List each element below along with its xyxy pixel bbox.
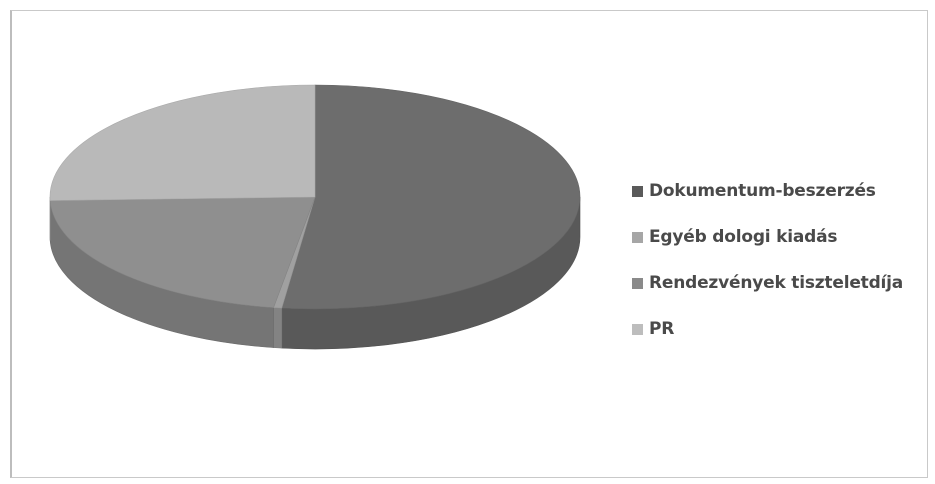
- legend-label: Rendezvények tiszteletdíja: [649, 273, 904, 293]
- legend-item: Rendezvények tiszteletdíja: [632, 271, 903, 295]
- pie-slice-3: [49, 196, 316, 308]
- legend-label: Dokumentum-beszerzés: [649, 181, 876, 201]
- legend-swatch: [632, 231, 643, 243]
- legend-item: PR: [632, 317, 903, 341]
- legend-swatch: [632, 277, 643, 289]
- legend: Dokumentum-beszerzés Egyéb dologi kiadás R…: [632, 179, 903, 363]
- legend-label: PR: [649, 319, 675, 339]
- pie-top: [49, 84, 581, 310]
- legend-label: Egyéb dologi kiadás: [649, 227, 838, 247]
- pie-side-2: [273, 307, 283, 349]
- legend-item: Egyéb dologi kiadás: [632, 225, 903, 249]
- pie-slice-1: [281, 84, 581, 310]
- legend-item: Dokumentum-beszerzés: [632, 179, 903, 203]
- legend-swatch: [632, 185, 643, 197]
- pie-chart: [49, 84, 581, 350]
- pie-slice-4: [49, 84, 316, 201]
- legend-swatch: [632, 323, 643, 335]
- chart-area: Dokumentum-beszerzés Egyéb dologi kiadás R…: [10, 10, 928, 478]
